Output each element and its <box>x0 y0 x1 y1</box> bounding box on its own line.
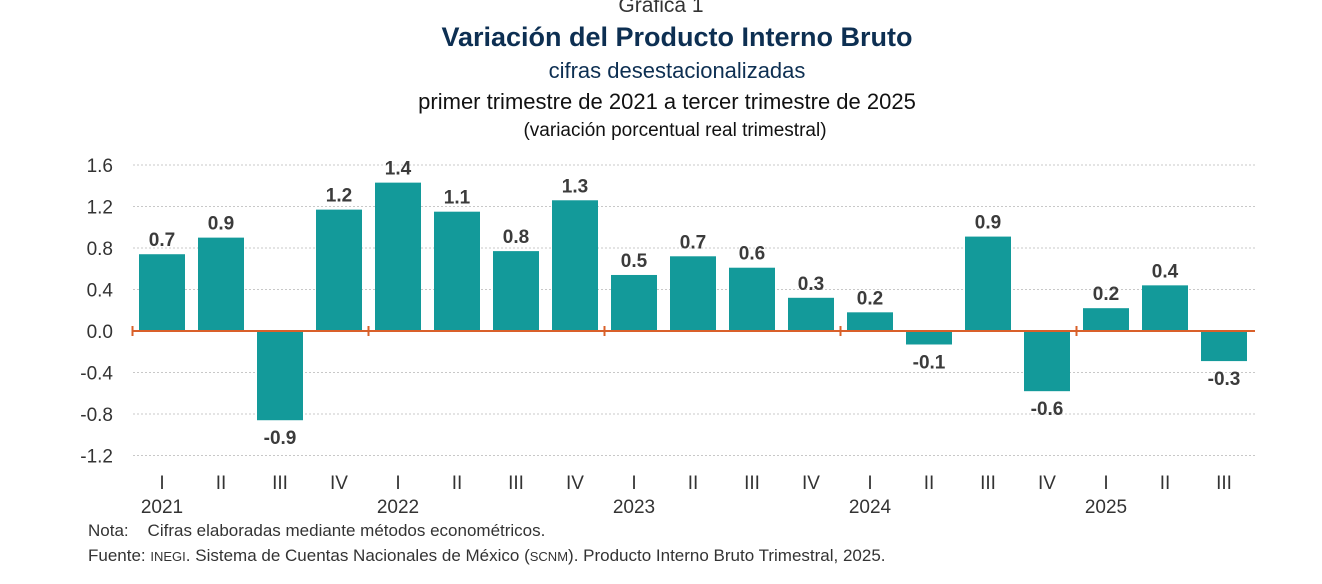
x-tick-label: III <box>508 473 524 494</box>
x-tick-label: IV <box>330 473 348 494</box>
year-label: 2025 <box>1085 497 1127 518</box>
data-label: 0.2 <box>1093 284 1119 305</box>
x-tick-label: II <box>452 473 463 494</box>
chart-label: Gráfica 1 <box>618 0 703 17</box>
bar <box>1142 285 1188 331</box>
data-label: -0.3 <box>1208 369 1241 390</box>
data-label: 0.9 <box>975 213 1001 234</box>
data-label: 0.7 <box>680 232 706 253</box>
bar <box>670 256 716 331</box>
y-tick-label: 0.8 <box>87 239 113 260</box>
data-label: 1.2 <box>326 186 352 207</box>
source-text-1: . Sistema de Cuentas Nacionales de Méxic… <box>185 546 530 565</box>
bar <box>1083 308 1129 331</box>
data-label: -0.1 <box>913 352 946 373</box>
chart-subtitle: cifras desestacionalizadas <box>549 58 806 83</box>
source-label: Fuente: <box>88 546 146 565</box>
data-label: 0.7 <box>149 230 175 251</box>
y-tick-label: -0.8 <box>80 405 113 426</box>
data-label: 0.6 <box>739 244 765 265</box>
bar <box>906 331 952 345</box>
bar <box>611 274 657 331</box>
bar <box>788 297 834 331</box>
bar <box>1201 331 1247 362</box>
y-tick-label: 1.6 <box>87 156 113 177</box>
data-label: 0.8 <box>503 227 529 248</box>
note-line: Nota: Cifras elaboradas mediante métodos… <box>88 521 545 541</box>
x-tick-label: III <box>1216 473 1232 494</box>
bar <box>552 200 598 331</box>
y-tick-label: 0.0 <box>87 322 113 343</box>
bar <box>847 312 893 331</box>
x-tick-label: I <box>1103 473 1108 494</box>
bar <box>729 267 775 331</box>
year-label: 2024 <box>849 497 892 518</box>
data-label: 1.3 <box>562 176 588 197</box>
data-label: 0.2 <box>857 288 883 309</box>
x-tick-label: I <box>159 473 164 494</box>
x-tick-label: I <box>631 473 636 494</box>
x-tick-label: IV <box>566 473 584 494</box>
y-tick-label: -0.4 <box>80 364 113 385</box>
bar <box>316 209 362 331</box>
y-tick-label: 1.2 <box>87 198 113 219</box>
data-label: 0.9 <box>208 214 234 235</box>
year-label: 2023 <box>613 497 655 518</box>
x-tick-label: II <box>216 473 227 494</box>
bar <box>139 254 185 331</box>
x-tick-label: III <box>980 473 996 494</box>
x-tick-label: I <box>395 473 400 494</box>
data-label: -0.9 <box>264 428 297 449</box>
year-label: 2022 <box>377 497 419 518</box>
x-tick-label: II <box>1160 473 1171 494</box>
note-text: Cifras elaboradas mediante métodos econo… <box>147 521 546 540</box>
data-label: -0.6 <box>1031 399 1064 420</box>
x-tick-label: III <box>272 473 288 494</box>
x-tick-label: I <box>867 473 872 494</box>
x-tick-label: IV <box>802 473 820 494</box>
bar <box>493 251 539 331</box>
source-text-2: ). Producto Interno Bruto Trimestral, 20… <box>568 546 886 565</box>
data-label: 0.3 <box>798 274 824 295</box>
chart-period: primer trimestre de 2021 a tercer trimes… <box>418 89 916 114</box>
bar <box>375 182 421 331</box>
y-tick-label: -1.2 <box>80 447 113 468</box>
y-tick-label: 0.4 <box>87 281 114 302</box>
data-label: 0.4 <box>1152 261 1179 282</box>
data-label: 1.1 <box>444 188 471 209</box>
year-label: 2021 <box>141 497 183 518</box>
data-label: 1.4 <box>385 159 412 180</box>
bar <box>257 331 303 421</box>
x-tick-label: II <box>924 473 935 494</box>
x-tick-label: II <box>688 473 699 494</box>
chart-title: Variación del Producto Interno Bruto <box>441 22 912 52</box>
source-line: Fuente: INEGI. Sistema de Cuentas Nacion… <box>88 546 886 566</box>
x-tick-label: III <box>744 473 760 494</box>
data-label: 0.5 <box>621 251 648 272</box>
bar <box>434 211 480 331</box>
chart-units: (variación porcentual real trimestral) <box>523 120 826 141</box>
note-label: Nota: <box>88 521 129 540</box>
x-tick-label: IV <box>1038 473 1056 494</box>
bar <box>1024 331 1070 392</box>
bar <box>965 236 1011 331</box>
source-org: INEGI <box>150 549 186 564</box>
source-abbr: SCNM <box>529 549 569 564</box>
bar <box>198 237 244 331</box>
